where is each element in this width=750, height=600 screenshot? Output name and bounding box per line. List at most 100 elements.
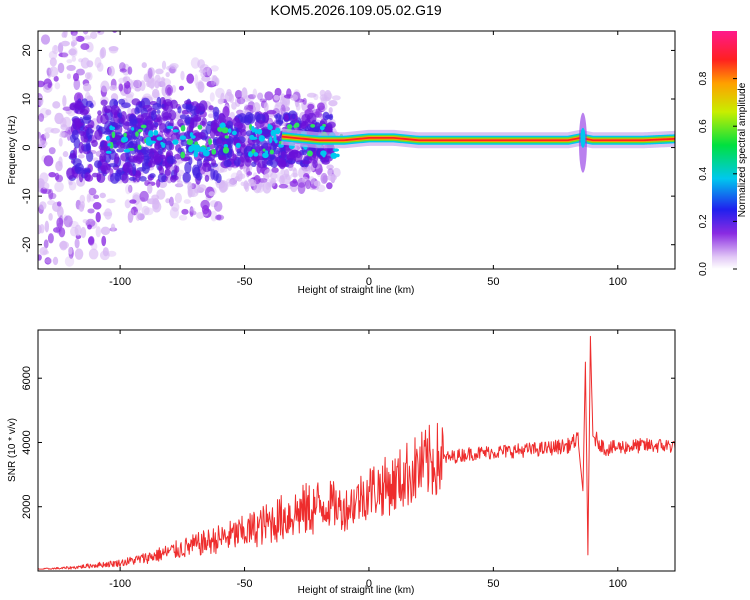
spectral-speckle bbox=[190, 57, 200, 69]
spectral-speckle bbox=[282, 100, 288, 109]
spectral-blob bbox=[131, 98, 141, 106]
spectral-speckle bbox=[53, 75, 59, 82]
spectral-blob bbox=[266, 160, 274, 166]
x-tick-label: 50 bbox=[487, 276, 499, 288]
colorbar-tick-label: 0.2 bbox=[698, 214, 709, 228]
spectral-speckle bbox=[66, 73, 72, 80]
spectral-peak bbox=[148, 130, 154, 138]
spectral-speckle bbox=[86, 60, 94, 68]
spectral-blob bbox=[216, 138, 223, 145]
spectral-speckle bbox=[100, 16, 109, 26]
spectral-blob bbox=[244, 158, 252, 167]
snr-series-line bbox=[38, 335, 675, 570]
spectral-speckle bbox=[50, 127, 61, 134]
y-tick-label: 20 bbox=[21, 44, 33, 56]
spectral-speckle bbox=[125, 184, 132, 195]
spectral-blob bbox=[177, 118, 184, 127]
spectral-speckle bbox=[62, 151, 69, 158]
spectrogram-y-ticks: -20 -10 0 10 20 bbox=[21, 44, 675, 253]
spectral-speckle bbox=[230, 172, 240, 181]
spectral-blob bbox=[191, 164, 201, 176]
spectral-speckle bbox=[133, 79, 142, 89]
spectral-peak bbox=[208, 138, 213, 146]
spectral-speckle bbox=[119, 68, 127, 73]
spectral-speckle bbox=[129, 199, 137, 204]
spectral-speckle bbox=[135, 200, 143, 212]
spectral-speckle bbox=[228, 180, 238, 187]
spectral-peak bbox=[172, 129, 179, 133]
spectral-blob bbox=[184, 100, 192, 105]
spectral-blob bbox=[182, 172, 191, 183]
spectral-blob bbox=[110, 104, 120, 116]
spectral-speckle bbox=[70, 40, 78, 46]
spectral-speckle bbox=[263, 102, 269, 112]
spectral-blob bbox=[117, 112, 123, 119]
snr-x-label: Height of straight line (km) bbox=[298, 585, 415, 596]
spectral-peak bbox=[105, 150, 112, 154]
spectral-speckle bbox=[266, 109, 277, 115]
x-tick-label: -50 bbox=[237, 578, 253, 590]
spectral-blob bbox=[72, 117, 81, 123]
spectral-speckle bbox=[94, 57, 102, 68]
spectral-speckle bbox=[110, 223, 116, 232]
spectral-speckle bbox=[108, 46, 119, 54]
spectral-speckle bbox=[90, 242, 98, 251]
spectral-peak bbox=[306, 150, 313, 157]
spectral-peak bbox=[231, 130, 237, 136]
spectral-speckle bbox=[130, 79, 139, 90]
spectral-speckle bbox=[216, 214, 222, 220]
y-tick-label: 0 bbox=[21, 145, 33, 151]
spectral-peak bbox=[172, 139, 179, 145]
spectral-speckle bbox=[322, 175, 328, 184]
spectral-peak bbox=[105, 135, 110, 141]
spectral-speckle bbox=[73, 78, 81, 91]
spectral-speckle bbox=[306, 92, 317, 98]
spectral-blob bbox=[254, 111, 261, 123]
spectral-blob bbox=[232, 153, 237, 161]
spectral-peak bbox=[310, 123, 316, 128]
spectral-speckle bbox=[219, 180, 229, 193]
spectral-speckle bbox=[252, 88, 258, 99]
spectral-speckle bbox=[38, 113, 45, 122]
spectral-peak bbox=[319, 125, 325, 131]
spectral-speckle bbox=[141, 62, 147, 69]
spectral-speckle bbox=[127, 210, 134, 223]
spectral-peak bbox=[235, 142, 241, 148]
spectral-speckle bbox=[40, 34, 51, 45]
spectral-peak bbox=[270, 129, 277, 137]
spectral-speckle bbox=[178, 85, 185, 91]
spectral-speckle bbox=[54, 82, 61, 90]
spectrogram-marks bbox=[38, 16, 675, 267]
spectral-speckle bbox=[209, 92, 215, 102]
spectral-speckle bbox=[74, 224, 82, 237]
spectral-blob bbox=[212, 170, 219, 182]
spectral-speckle bbox=[242, 165, 248, 172]
spectral-blob bbox=[211, 159, 217, 167]
spectral-speckle bbox=[71, 32, 78, 42]
spectral-peak bbox=[221, 127, 229, 134]
spectral-blob bbox=[191, 101, 199, 107]
spectral-peak bbox=[322, 151, 326, 158]
spectral-blob bbox=[128, 141, 134, 148]
spectral-blob bbox=[93, 160, 102, 169]
spectral-blob bbox=[83, 167, 91, 173]
spectral-speckle bbox=[57, 62, 65, 74]
spectral-speckle bbox=[331, 95, 341, 101]
y-tick-label: 6000 bbox=[21, 366, 33, 390]
spectral-speckle bbox=[58, 156, 63, 167]
spectral-peak bbox=[286, 124, 293, 130]
spectral-blob bbox=[161, 160, 167, 167]
spectral-speckle bbox=[79, 194, 86, 204]
spectral-blob bbox=[122, 120, 130, 130]
spectral-blob bbox=[223, 159, 232, 168]
spectral-speckle bbox=[52, 101, 61, 109]
spectral-speckle bbox=[196, 211, 205, 219]
spectral-speckle bbox=[317, 102, 325, 111]
spectral-peak bbox=[188, 145, 194, 153]
colorbar-tick-label: 0.4 bbox=[698, 166, 709, 180]
spectral-peak bbox=[332, 148, 340, 152]
spectral-blob bbox=[312, 159, 318, 169]
spectral-blob bbox=[187, 105, 197, 111]
spectral-speckle bbox=[47, 83, 52, 88]
spectral-blob bbox=[199, 120, 206, 126]
